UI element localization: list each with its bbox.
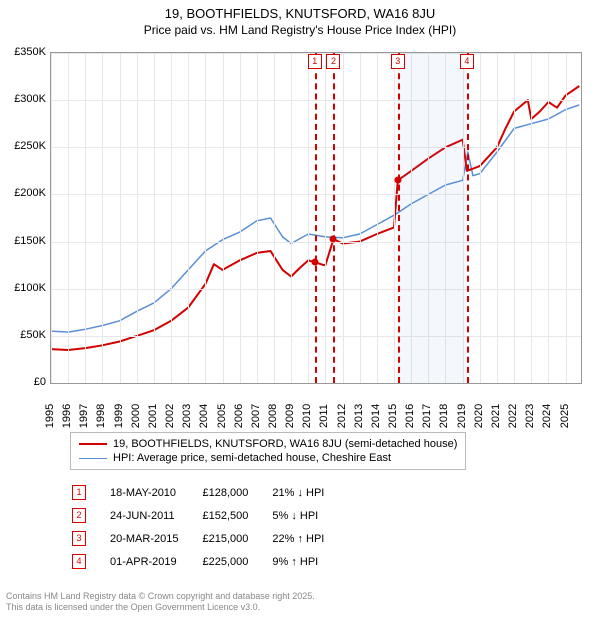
x-axis-label: 2011: [318, 404, 330, 428]
license-line: This data is licensed under the Open Gov…: [6, 602, 315, 614]
table-row: 3 20-MAR-2015£215,00022% ↑ HPI: [72, 528, 346, 549]
x-axis-label: 2020: [473, 404, 485, 428]
x-axis-label: 1998: [95, 404, 107, 428]
x-axis-label: 2005: [216, 404, 228, 428]
sale-marker-box: 1: [308, 54, 322, 69]
y-axis-label: £0: [2, 376, 46, 388]
y-axis-label: £250K: [2, 140, 46, 152]
sale-marker-line: [333, 53, 335, 383]
sale-delta: 5% ↓ HPI: [272, 505, 346, 526]
x-axis-label: 2015: [387, 404, 399, 428]
x-axis-label: 2022: [507, 404, 519, 428]
sale-price: £225,000: [202, 551, 270, 572]
sale-marker-box: 3: [391, 54, 405, 69]
x-axis-label: 2000: [130, 404, 142, 428]
y-axis-label: £150K: [2, 235, 46, 247]
x-axis-label: 1997: [78, 404, 90, 428]
sale-date: 01-APR-2019: [110, 551, 200, 572]
x-axis-label: 1996: [61, 404, 73, 428]
table-row: 2 24-JUN-2011£152,5005% ↓ HPI: [72, 505, 346, 526]
sale-delta: 21% ↓ HPI: [272, 482, 346, 503]
y-axis-label: £300K: [2, 93, 46, 105]
sale-marker-line: [315, 53, 317, 383]
chart-container: { "title": "19, BOOTHFIELDS, KNUTSFORD, …: [0, 0, 600, 620]
legend-row: HPI: Average price, semi-detached house,…: [79, 451, 457, 465]
license-text: Contains HM Land Registry data © Crown c…: [6, 591, 315, 614]
chart-subtitle: Price paid vs. HM Land Registry's House …: [0, 21, 600, 37]
sale-dot: [394, 177, 401, 184]
sale-marker-icon: 3: [72, 531, 86, 546]
legend-swatch: [79, 443, 107, 445]
sale-marker-icon: 4: [72, 554, 86, 569]
x-axis-label: 2013: [353, 404, 365, 428]
x-axis-label: 2004: [198, 404, 210, 428]
sale-dot: [311, 259, 318, 266]
x-axis-label: 2007: [250, 404, 262, 428]
sale-marker-line: [467, 53, 469, 383]
x-axis-label: 2016: [404, 404, 416, 428]
legend-box: 19, BOOTHFIELDS, KNUTSFORD, WA16 8JU (se…: [70, 432, 466, 470]
legend-label: 19, BOOTHFIELDS, KNUTSFORD, WA16 8JU (se…: [113, 438, 457, 450]
plot-area: 12 3 4: [50, 52, 582, 384]
sale-marker-icon: 2: [72, 508, 86, 523]
sale-delta: 22% ↑ HPI: [272, 528, 346, 549]
x-axis-label: 2017: [421, 404, 433, 428]
x-axis-label: 2014: [370, 404, 382, 428]
sale-date: 20-MAR-2015: [110, 528, 200, 549]
x-axis-label: 2025: [559, 404, 571, 428]
sale-dot: [330, 236, 337, 243]
sale-marker-box: 2: [326, 54, 340, 69]
x-axis-label: 2002: [164, 404, 176, 428]
y-axis-label: £200K: [2, 187, 46, 199]
sale-marker-line: [398, 53, 400, 383]
shade-region: [398, 53, 467, 383]
x-axis-label: 2003: [181, 404, 193, 428]
legend-label: HPI: Average price, semi-detached house,…: [113, 452, 391, 464]
sale-marker-box: 4: [460, 54, 474, 69]
x-axis-label: 2001: [147, 404, 159, 428]
y-axis-label: £100K: [2, 282, 46, 294]
x-axis-label: 2023: [524, 404, 536, 428]
table-row: 4 01-APR-2019£225,0009% ↑ HPI: [72, 551, 346, 572]
x-axis-label: 1995: [44, 404, 56, 428]
x-axis-label: 2018: [438, 404, 450, 428]
x-axis-label: 1999: [113, 404, 125, 428]
x-axis-label: 2019: [456, 404, 468, 428]
x-axis-label: 2009: [284, 404, 296, 428]
sale-price: £215,000: [202, 528, 270, 549]
x-axis-label: 2008: [267, 404, 279, 428]
legend-swatch: [79, 458, 107, 459]
legend-row: 19, BOOTHFIELDS, KNUTSFORD, WA16 8JU (se…: [79, 437, 457, 451]
x-axis-label: 2012: [336, 404, 348, 428]
y-axis-label: £350K: [2, 46, 46, 58]
x-axis-label: 2024: [541, 404, 553, 428]
y-axis-label: £50K: [2, 329, 46, 341]
sale-price: £152,500: [202, 505, 270, 526]
sales-table: 1 18-MAY-2010£128,00021% ↓ HPI 2 24-JUN-20…: [70, 480, 348, 574]
license-line: Contains HM Land Registry data © Crown c…: [6, 591, 315, 603]
x-axis-label: 2021: [490, 404, 502, 428]
x-axis-label: 2006: [233, 404, 245, 428]
x-axis-label: 2010: [301, 404, 313, 428]
sale-delta: 9% ↑ HPI: [272, 551, 346, 572]
sale-marker-icon: 1: [72, 485, 86, 500]
sale-price: £128,000: [202, 482, 270, 503]
sale-date: 24-JUN-2011: [110, 505, 200, 526]
table-row: 1 18-MAY-2010£128,00021% ↓ HPI: [72, 482, 346, 503]
chart-title: 19, BOOTHFIELDS, KNUTSFORD, WA16 8JU: [0, 0, 600, 21]
sale-date: 18-MAY-2010: [110, 482, 200, 503]
